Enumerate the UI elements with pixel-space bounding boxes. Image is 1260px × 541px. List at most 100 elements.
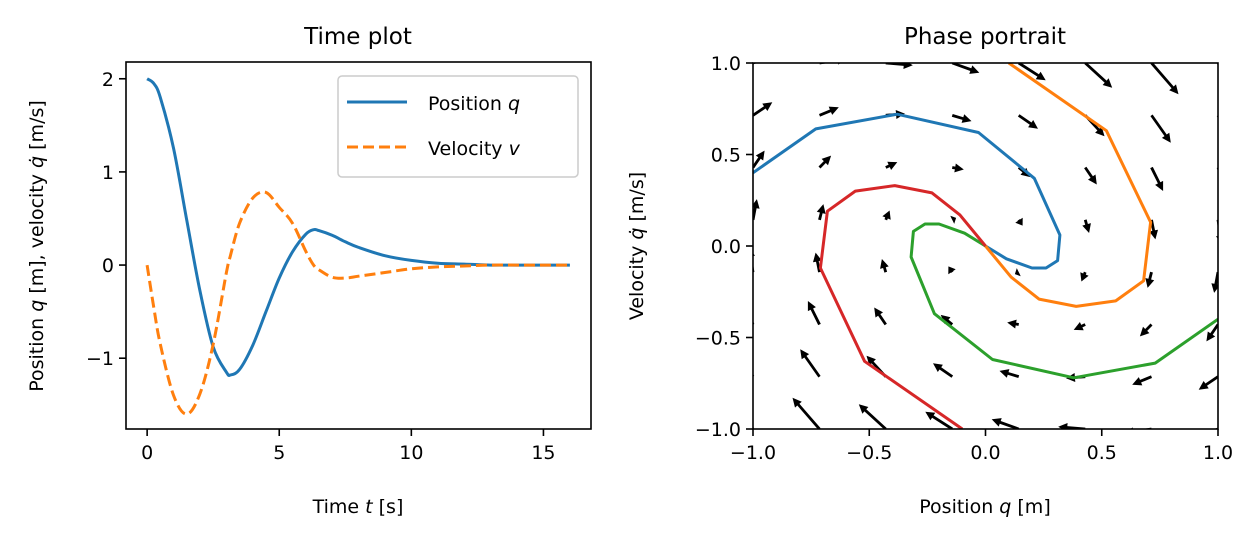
y-tick-label: 2 — [102, 69, 114, 91]
ylabel-part2: [m], velocity — [26, 168, 48, 300]
legend-label-position: Position q — [428, 93, 520, 115]
legend: Position q Velocity v — [337, 75, 579, 178]
quiver-arrow — [1058, 423, 1086, 429]
quiver-arrow — [951, 114, 972, 123]
series-line-velocity — [145, 190, 570, 416]
quiver-arrow — [999, 369, 1020, 378]
time-plot-lines — [145, 77, 570, 416]
x-tick-label: 0.0 — [970, 442, 1000, 464]
y-tick-label: 1 — [102, 162, 114, 184]
x-tick-label: 0 — [141, 442, 153, 464]
quiver-arrow — [874, 307, 887, 326]
ylabel-var-qdot: q̇ — [26, 156, 48, 168]
quiver-arrow — [818, 155, 832, 169]
quiver-arrow — [885, 161, 898, 170]
x-tick-label: 5 — [273, 442, 285, 464]
trajectory-orange — [984, 63, 1153, 308]
time-plot-ylabel: Position q [m], velocity q̇ [m/s] — [26, 100, 48, 392]
pylabel-part: Velocity — [626, 240, 648, 321]
phase-portrait-ticks: −1.0 −0.5 0.0 0.5 1.0 −1.0 −0.5 0.0 0.5 1.0 — [695, 53, 1233, 464]
quiver-arrow — [1216, 115, 1218, 119]
quiver-arrow — [1015, 217, 1023, 226]
pylabel-var: q̇ — [626, 228, 648, 240]
legend-box — [337, 75, 579, 178]
y-tick-label: 0 — [102, 255, 114, 277]
pxlabel-unit: [m] — [1011, 496, 1050, 518]
quiver-arrow — [1216, 63, 1218, 66]
quiver-arrow — [991, 418, 1020, 429]
quiver-arrow — [950, 215, 957, 224]
quiver-arrow — [753, 102, 773, 117]
time-plot-xlabel: Time t [s] — [312, 496, 404, 518]
quiver-arrow — [925, 411, 953, 429]
quiver-arrow — [1145, 271, 1155, 288]
quiver-arrow — [1017, 114, 1038, 129]
quiver-arrow — [1132, 375, 1152, 386]
quiver-arrow — [1084, 63, 1113, 88]
xlabel-unit: [s] — [373, 496, 404, 518]
y-tick-label: 1.0 — [711, 53, 741, 75]
quiver-arrow — [792, 397, 821, 429]
pxlabel-var: q — [999, 496, 1011, 518]
time-plot-title: Time plot — [303, 24, 412, 50]
series-line-position — [146, 77, 570, 377]
quiver-arrow — [951, 63, 980, 74]
x-tick-label: 10 — [399, 442, 423, 464]
quiver-arrow — [800, 349, 821, 378]
x-tick-label: 1.0 — [1203, 442, 1233, 464]
x-tick-label: 15 — [531, 442, 555, 464]
phase-portrait-xlabel: Position q [m] — [919, 496, 1050, 518]
quiver-arrow — [1084, 166, 1097, 185]
time-plot-frame — [125, 61, 592, 430]
quiver-arrow — [880, 259, 889, 273]
legend-position-word: Position — [428, 93, 508, 115]
quiver-arrow — [816, 204, 826, 221]
quiver-arrow — [952, 163, 964, 173]
phase-portrait-ylabel: Velocity q̇ [m/s] — [626, 172, 648, 320]
quiver-arrow — [1007, 319, 1019, 329]
x-tick-label: 0.5 — [1087, 442, 1117, 464]
quiver-arrow — [1211, 271, 1218, 293]
quiver-arrow — [948, 266, 956, 275]
phase-portrait-axes: −1.0 −0.5 0.0 0.5 1.0 −1.0 −0.5 0.0 0.5 1.0 Phase… — [626, 24, 1233, 518]
quiver-arrow — [1073, 322, 1086, 331]
trajectory-blue — [753, 112, 1062, 270]
y-tick-label: −1 — [86, 348, 114, 370]
legend-position-var: q — [508, 93, 520, 115]
quiver-arrow — [1206, 323, 1218, 342]
phase-portrait-title: Phase portrait — [904, 24, 1066, 50]
quiver-arrow — [1082, 219, 1091, 233]
quiver-arrow — [1198, 375, 1218, 390]
x-tick-label: −1.0 — [730, 442, 776, 464]
legend-velocity-word: Velocity — [428, 138, 509, 160]
quiver-arrow — [1139, 323, 1153, 337]
time-plot-axes: 0 5 10 15 −1 0 1 2 Time plot Time t [s] Positio… — [26, 24, 592, 518]
y-tick-label: −1.0 — [695, 419, 741, 441]
ylabel-part3: [m/s] — [26, 100, 48, 156]
time-plot-ticks: 0 5 10 15 −1 0 1 2 — [86, 69, 556, 464]
quiver-arrow — [933, 363, 954, 378]
quiver-arrow — [885, 63, 913, 69]
ylabel-var-q: q — [26, 300, 48, 312]
quiver-arrow — [858, 404, 887, 429]
phase-portrait-frame — [752, 62, 1219, 430]
trajectory-green — [909, 222, 1218, 380]
quiver-arrow — [1080, 271, 1089, 282]
quiver-arrow — [1018, 63, 1046, 81]
legend-velocity-var: v — [509, 138, 521, 160]
quiver-arrow — [1150, 63, 1179, 95]
xlabel-part: Time — [312, 496, 366, 518]
pxlabel-part: Position — [919, 496, 999, 518]
y-tick-label: −0.5 — [695, 328, 741, 350]
xlabel-var: t — [365, 496, 374, 518]
quiver-arrow — [753, 150, 765, 169]
y-tick-label: 0.5 — [711, 145, 741, 167]
trajectory-red — [818, 184, 987, 429]
quiver-arrow — [1150, 166, 1164, 191]
quiver-arrow — [1150, 114, 1171, 143]
x-tick-label: −0.5 — [846, 442, 892, 464]
quiver-arrow — [807, 301, 821, 326]
legend-label-velocity: Velocity v — [428, 138, 521, 160]
quiver-arrow — [819, 106, 839, 117]
